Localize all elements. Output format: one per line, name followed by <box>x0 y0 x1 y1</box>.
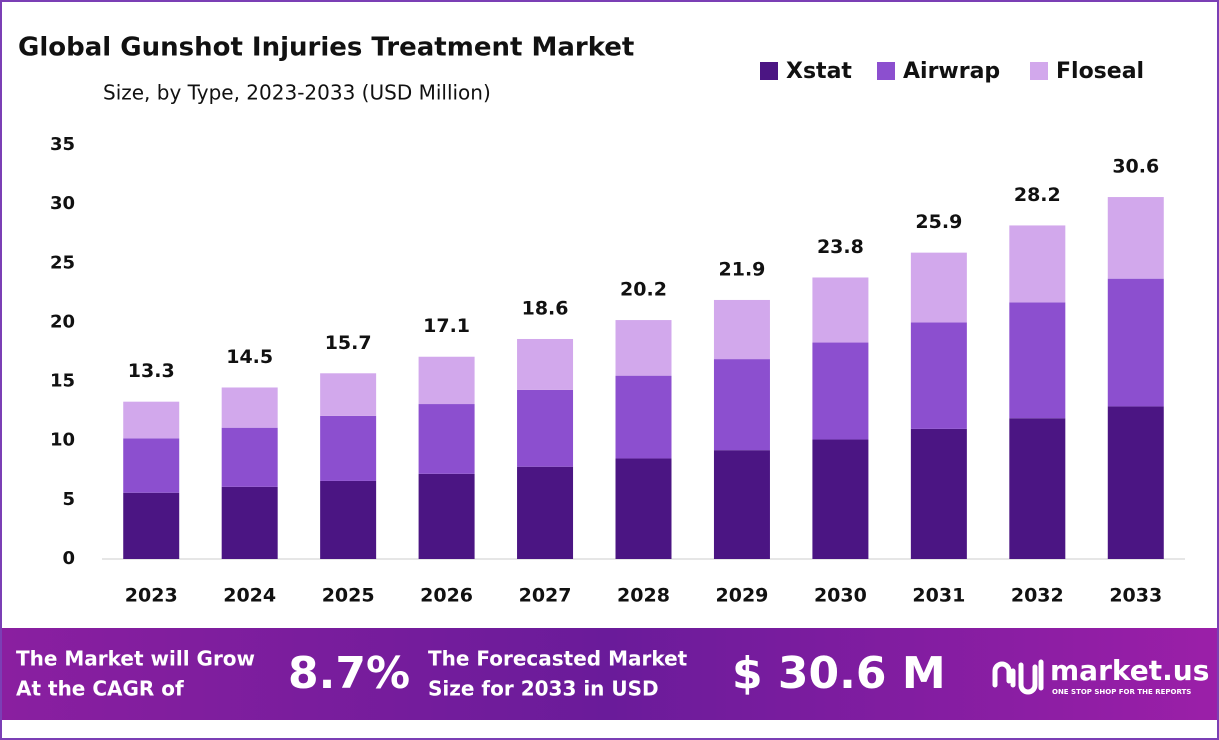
legend-swatch <box>1030 62 1048 80</box>
x-tick-label: 2026 <box>420 585 473 607</box>
bar-segment <box>320 480 377 559</box>
banner: The Market will Grow At the CAGR of 8.7%… <box>2 628 1217 720</box>
total-label: 28.2 <box>1014 184 1061 206</box>
y-tick-label: 30 <box>50 193 75 214</box>
banner-text: Size for 2033 in USD <box>428 677 659 701</box>
bar-segment <box>221 486 278 559</box>
bar-segment <box>123 401 180 439</box>
bar-segment <box>713 299 770 360</box>
bar-segment <box>615 320 672 376</box>
bar-segment <box>418 356 475 405</box>
bar-segment <box>517 466 574 559</box>
bar-segment <box>320 415 377 481</box>
legend-label: Floseal <box>1056 59 1144 84</box>
total-label: 20.2 <box>620 279 667 301</box>
total-label: 15.7 <box>325 332 372 354</box>
total-label: 30.6 <box>1112 156 1159 178</box>
x-tick-label: 2025 <box>322 585 375 607</box>
bar-segment <box>910 252 967 323</box>
x-tick-label: 2028 <box>617 585 670 607</box>
bar-segment <box>123 492 180 559</box>
bar-segment <box>418 404 475 474</box>
y-tick-label: 35 <box>50 134 75 155</box>
x-tick-label: 2033 <box>1109 585 1162 607</box>
chart-subtitle: Size, by Type, 2023-2033 (USD Million) <box>103 81 491 105</box>
bar-segment <box>221 427 278 487</box>
legend: Xstat Airwrap Floseal <box>760 59 1144 84</box>
banner-text: The Forecasted Market <box>428 647 688 671</box>
bar-segment <box>517 389 574 467</box>
legend-swatch <box>877 62 895 80</box>
banner-value: 8.7% <box>288 648 410 699</box>
x-tick-label: 2032 <box>1011 585 1064 607</box>
bar-segment <box>517 338 574 390</box>
bar-segment <box>1009 225 1066 303</box>
logo-icon <box>992 659 1044 695</box>
bar-segment <box>910 322 967 429</box>
total-label: 25.9 <box>915 211 962 233</box>
bar-segment <box>812 439 869 559</box>
bar-segment <box>418 473 475 559</box>
legend-label: Airwrap <box>903 59 1000 84</box>
bar-segment <box>123 438 180 493</box>
x-tick-label: 2029 <box>716 585 769 607</box>
total-label: 13.3 <box>128 360 175 382</box>
bar-segment <box>1107 406 1164 559</box>
logo: market.us <box>1050 654 1209 687</box>
y-tick-label: 0 <box>62 548 75 569</box>
bar-segment <box>1107 278 1164 407</box>
y-tick-label: 25 <box>50 252 75 273</box>
bar-segment <box>812 277 869 343</box>
total-label: 14.5 <box>226 346 273 368</box>
total-label: 21.9 <box>719 258 766 280</box>
y-tick-label: 20 <box>50 311 75 332</box>
x-tick-label: 2027 <box>519 585 572 607</box>
legend-label: Xstat <box>786 59 852 84</box>
chart-title: Global Gunshot Injuries Treatment Market <box>18 33 634 63</box>
y-tick-label: 10 <box>50 430 75 451</box>
x-tick-label: 2030 <box>814 585 867 607</box>
bar-segment <box>615 458 672 559</box>
bar-segment <box>1107 197 1164 279</box>
x-tick-label: 2031 <box>912 585 965 607</box>
x-tick-label: 2023 <box>125 585 178 607</box>
banner-text: The Market will Grow <box>16 647 255 671</box>
bar-segment <box>615 375 672 459</box>
total-label: 17.1 <box>423 315 470 337</box>
bar-segment <box>1009 302 1066 419</box>
bar-segment <box>812 342 869 440</box>
bar-segment <box>1009 418 1066 559</box>
banner-text: At the CAGR of <box>16 677 184 701</box>
y-tick-label: 15 <box>50 371 75 392</box>
bar-segment <box>713 450 770 559</box>
logo-tagline: ONE STOP SHOP FOR THE REPORTS <box>1052 688 1191 696</box>
bar-segment <box>713 359 770 451</box>
bar-segment <box>910 428 967 559</box>
legend-swatch <box>760 62 778 80</box>
bar-segment <box>221 387 278 428</box>
banner-value: $ 30.6 M <box>732 648 946 699</box>
total-label: 18.6 <box>522 297 569 319</box>
y-tick-label: 5 <box>62 489 75 510</box>
total-label: 23.8 <box>817 236 864 258</box>
x-tick-label: 2024 <box>223 585 276 607</box>
bar-segment <box>320 373 377 416</box>
